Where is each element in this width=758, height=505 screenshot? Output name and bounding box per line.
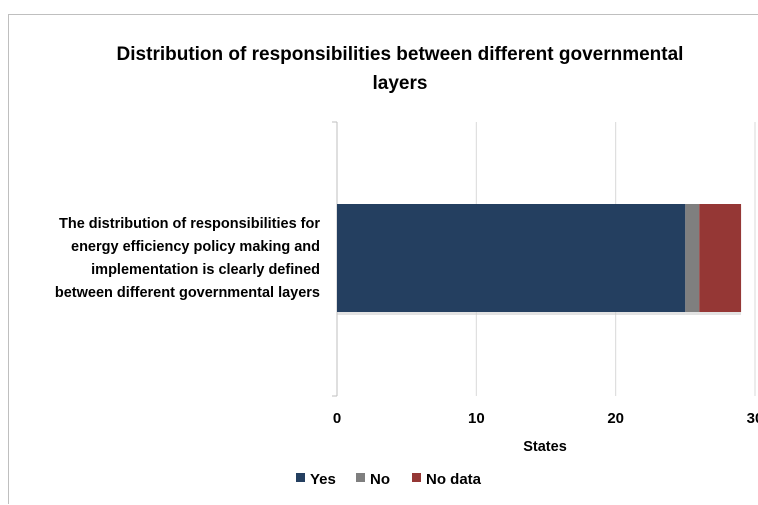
bar-no	[685, 204, 700, 312]
legend-label-no: No	[370, 471, 390, 488]
category-label-line-1: The distribution of responsibilities for	[59, 216, 320, 232]
x-tick-label-0: 0	[333, 410, 341, 427]
category-label-line-3: implementation is clearly defined	[91, 262, 320, 278]
category-label-line-4: between different governmental layers	[55, 285, 320, 301]
legend-label-no-data: No data	[426, 471, 482, 488]
bars	[337, 204, 742, 315]
x-tick-label-20: 20	[607, 410, 624, 427]
x-ticks: 0 10 20 30	[333, 410, 758, 427]
legend-label-yes: Yes	[310, 471, 336, 488]
x-tick-label-30: 30	[747, 410, 758, 427]
legend-swatch-no	[356, 473, 365, 482]
x-tick-label-10: 10	[468, 410, 485, 427]
bar-no-data	[699, 204, 742, 312]
x-axis-label: States	[523, 439, 567, 455]
chart-title-line-2: layers	[373, 73, 428, 94]
bar-yes	[337, 204, 686, 312]
legend: Yes No No data	[296, 471, 482, 488]
category-label-line-2: energy efficiency policy making and	[71, 239, 320, 255]
legend-swatch-yes	[296, 473, 305, 482]
legend-swatch-no-data	[412, 473, 421, 482]
chart-frame	[8, 14, 758, 504]
chart-title-line-1: Distribution of responsibilities between…	[117, 44, 684, 65]
